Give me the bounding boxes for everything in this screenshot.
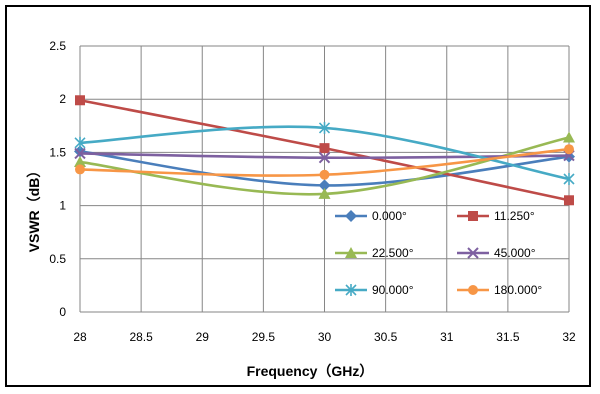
series-group xyxy=(74,95,575,206)
data-point xyxy=(564,195,574,206)
x-tick-label: 30.5 xyxy=(374,330,398,344)
x-tick-label: 31 xyxy=(440,330,454,344)
data-point xyxy=(319,169,330,180)
marker-stroke xyxy=(318,152,331,164)
x-tick-label: 32 xyxy=(562,330,576,344)
data-point xyxy=(319,143,330,154)
y-tick-label: 0.5 xyxy=(49,252,66,266)
series-5 xyxy=(75,144,574,180)
data-point xyxy=(564,144,574,155)
marker-stroke xyxy=(74,147,86,160)
legend-label: 180.000° xyxy=(494,283,542,297)
x-tick-label: 29.5 xyxy=(252,330,276,344)
y-tick-label: 2.5 xyxy=(49,39,66,53)
legend-label: 22.500° xyxy=(372,246,414,260)
legend-label: 0.000° xyxy=(372,209,407,223)
legend: 0.000° 11.250° 22.500° 45.000° 90.000° 180.00… xyxy=(335,209,542,297)
legend-item-5: 180.000° xyxy=(457,283,542,297)
legend-label: 90.000° xyxy=(372,283,414,297)
legend-item-1: 11.250° xyxy=(457,209,535,223)
legend-item-4: 90.000° xyxy=(335,283,414,297)
legend-item-3: 45.000° xyxy=(457,246,536,260)
y-tick-label: 1.5 xyxy=(49,145,66,159)
data-point xyxy=(563,131,575,143)
x-tick-label: 28 xyxy=(73,330,87,344)
data-point xyxy=(74,147,86,160)
x-axis-title: Frequency（GHz） xyxy=(247,363,374,379)
x-tick-label: 28.5 xyxy=(129,330,153,344)
legend-marker xyxy=(467,247,479,259)
data-point xyxy=(318,179,331,192)
series-1 xyxy=(75,95,574,206)
legend-item-2: 22.500° xyxy=(335,246,414,260)
marker-stroke xyxy=(467,247,479,259)
x-tick-label: 29 xyxy=(196,330,210,344)
x-tick-label: 30 xyxy=(318,330,332,344)
legend-label: 11.250° xyxy=(494,209,535,223)
legend-label: 45.000° xyxy=(494,246,536,260)
axes xyxy=(79,46,569,313)
x-tick-label: 31.5 xyxy=(496,330,520,344)
data-point xyxy=(563,173,575,185)
y-tick-labels: 0 0.5 1 1.5 2 2.5 xyxy=(49,39,66,319)
legend-marker xyxy=(345,284,357,296)
legend-item-0: 0.000° xyxy=(335,209,407,223)
data-point xyxy=(74,136,86,149)
data-point xyxy=(318,152,331,164)
data-point xyxy=(75,95,85,106)
data-point xyxy=(75,164,85,175)
y-axis-title: VSWR（dB） xyxy=(26,164,42,253)
x-tick-labels: 28 28.5 29 29.5 30 30.5 31 31.5 32 xyxy=(73,330,576,344)
y-tick-label: 2 xyxy=(59,92,66,106)
legend-marker xyxy=(345,210,357,222)
y-tick-label: 0 xyxy=(59,305,66,319)
legend-marker xyxy=(468,285,478,295)
y-tick-label: 1 xyxy=(59,199,66,213)
data-point xyxy=(74,155,86,167)
data-point xyxy=(318,121,331,134)
legend-marker xyxy=(345,247,357,258)
legend-marker xyxy=(468,211,478,221)
series-4 xyxy=(74,121,575,185)
data-point xyxy=(318,187,331,199)
